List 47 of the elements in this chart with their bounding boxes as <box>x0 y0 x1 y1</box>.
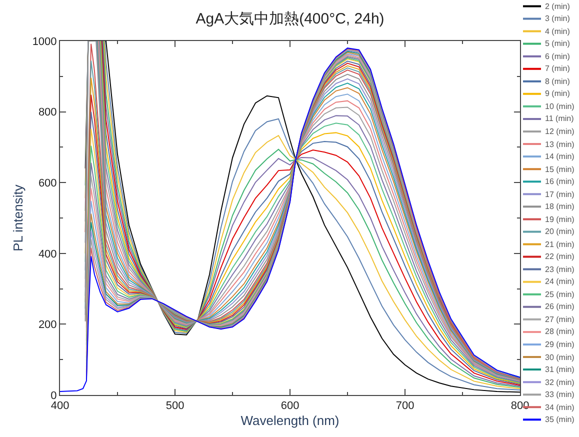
legend-label: 12 (min) <box>545 127 575 136</box>
legend-label: 15 (min) <box>545 165 575 174</box>
chart-title: AgA大気中加熱(400°C, 24h) <box>196 10 384 28</box>
legend-label: 23 (min) <box>545 265 575 274</box>
legend-label: 24 (min) <box>545 277 575 286</box>
legend-label: 18 (min) <box>545 202 575 211</box>
legend-label: 28 (min) <box>545 327 575 336</box>
legend-label: 17 (min) <box>545 190 575 199</box>
y-tick-label: 800 <box>38 106 57 119</box>
legend-label: 25 (min) <box>545 290 575 299</box>
legend-label: 29 (min) <box>545 340 575 349</box>
legend-label: 3 (min) <box>545 14 570 23</box>
legend-label: 4 (min) <box>545 27 570 36</box>
legend-label: 5 (min) <box>545 39 570 48</box>
legend-label: 20 (min) <box>545 227 575 236</box>
legend-label: 34 (min) <box>545 403 575 412</box>
x-tick-label: 700 <box>396 400 414 412</box>
legend-label: 16 (min) <box>545 177 575 186</box>
legend-label: 27 (min) <box>545 315 575 324</box>
legend-label: 30 (min) <box>545 353 575 362</box>
x-tick-label: 500 <box>166 400 184 412</box>
y-tick-label: 400 <box>38 248 57 260</box>
legend-label: 22 (min) <box>545 252 575 261</box>
y-tick-label: 600 <box>38 177 57 190</box>
legend-label: 31 (min) <box>545 365 575 374</box>
legend-label: 26 (min) <box>545 302 575 311</box>
legend-label: 10 (min) <box>545 102 575 111</box>
legend-label: 35 (min) <box>545 415 575 424</box>
x-axis-title: Wavelength (nm) <box>240 412 340 428</box>
legend-label: 21 (min) <box>545 240 575 249</box>
y-tick-label: 1000 <box>32 36 57 48</box>
legend-label: 2 (min) <box>545 2 570 11</box>
legend-label: 13 (min) <box>545 140 575 149</box>
x-tick-label: 400 <box>50 400 70 412</box>
y-tick-label: 200 <box>38 319 57 332</box>
legend-label: 8 (min) <box>545 77 570 86</box>
legend-label: 6 (min) <box>545 52 570 61</box>
legend-label: 9 (min) <box>545 89 570 98</box>
y-axis-title: PL intensity <box>10 184 26 252</box>
y-tick-label: 0 <box>50 390 57 402</box>
legend-label: 33 (min) <box>545 390 575 399</box>
legend-label: 7 (min) <box>545 64 570 73</box>
legend-label: 32 (min) <box>545 378 575 387</box>
x-tick-label: 600 <box>280 400 300 412</box>
legend-label: 14 (min) <box>545 152 575 161</box>
legend-label: 11 (min) <box>545 114 574 123</box>
legend-label: 19 (min) <box>545 215 575 224</box>
